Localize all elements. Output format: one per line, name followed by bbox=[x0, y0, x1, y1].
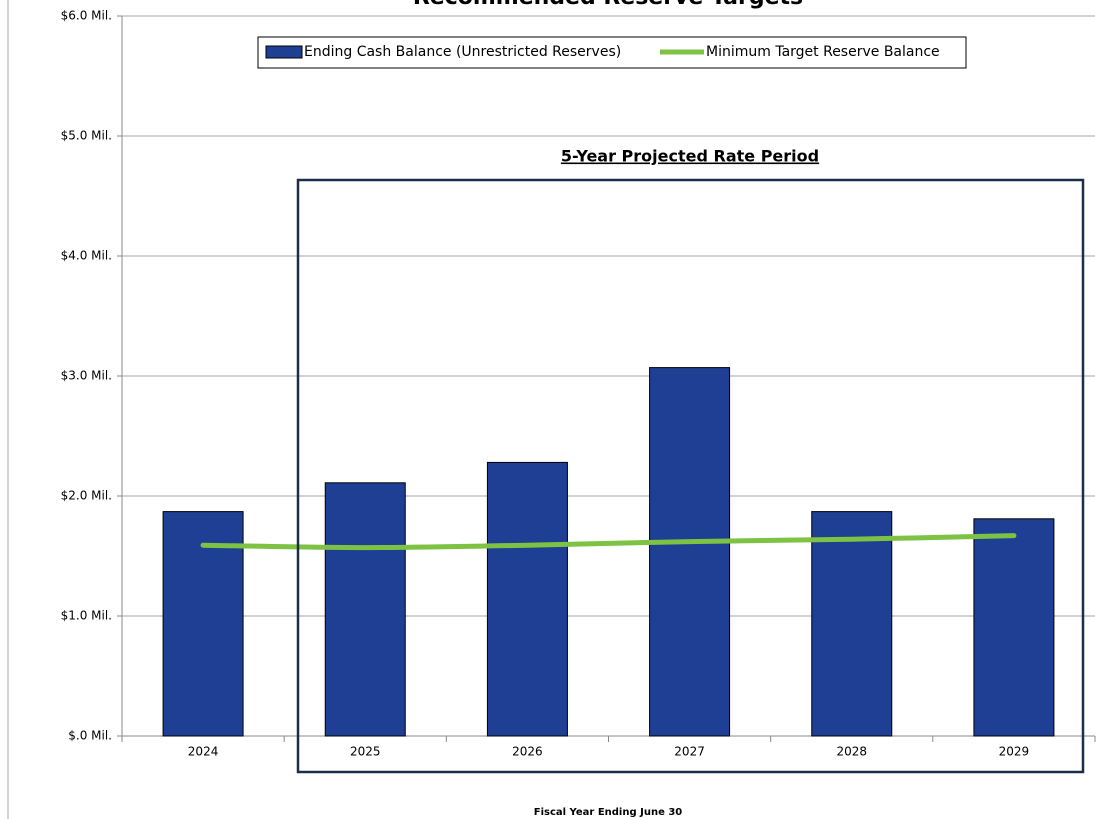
bar bbox=[811, 511, 893, 737]
y-tick-label: $.0 Mil. bbox=[68, 729, 112, 743]
x-tick-label: 2027 bbox=[674, 745, 705, 759]
x-tick-label: 2024 bbox=[188, 745, 219, 759]
chart-title: Recommended Reserve Targets bbox=[413, 0, 803, 10]
x-tick-label: 2025 bbox=[350, 745, 381, 759]
grid: $.0 Mil. $1.0 Mil. $2.0 Mil. $3.0 Mil. $4.0 … bbox=[61, 9, 1096, 759]
y-tick-label: $2.0 Mil. bbox=[61, 489, 112, 503]
y-tick-label: $4.0 Mil. bbox=[61, 249, 112, 263]
x-tick-label: 2028 bbox=[836, 745, 867, 759]
legend-label: Minimum Target Reserve Balance bbox=[706, 44, 940, 60]
bar bbox=[162, 511, 244, 737]
bar bbox=[649, 367, 731, 737]
x-tick-label: 2026 bbox=[512, 745, 543, 759]
line bbox=[200, 533, 1017, 551]
bar bbox=[973, 518, 1055, 737]
y-tick-label: $3.0 Mil. bbox=[61, 369, 112, 383]
marks bbox=[162, 367, 1055, 737]
y-tick-label: $5.0 Mil. bbox=[61, 129, 112, 143]
y-tick-label: $1.0 Mil. bbox=[61, 609, 112, 623]
legend-swatch bbox=[265, 45, 303, 59]
legend-box bbox=[257, 36, 967, 69]
bar bbox=[324, 482, 406, 737]
legend-label: Ending Cash Balance (Unrestricted Reserv… bbox=[304, 44, 621, 60]
annotation: 5-Year Projected Rate Period bbox=[561, 147, 819, 166]
x-tick-label: 2029 bbox=[999, 745, 1030, 759]
legend: Ending Cash Balance (Unrestricted Reserv… bbox=[257, 36, 967, 69]
x-axis-label: Fiscal Year Ending June 30 bbox=[534, 807, 683, 818]
bar bbox=[486, 461, 568, 737]
y-tick-label: $6.0 Mil. bbox=[61, 9, 112, 23]
annotation-box bbox=[296, 178, 1085, 774]
